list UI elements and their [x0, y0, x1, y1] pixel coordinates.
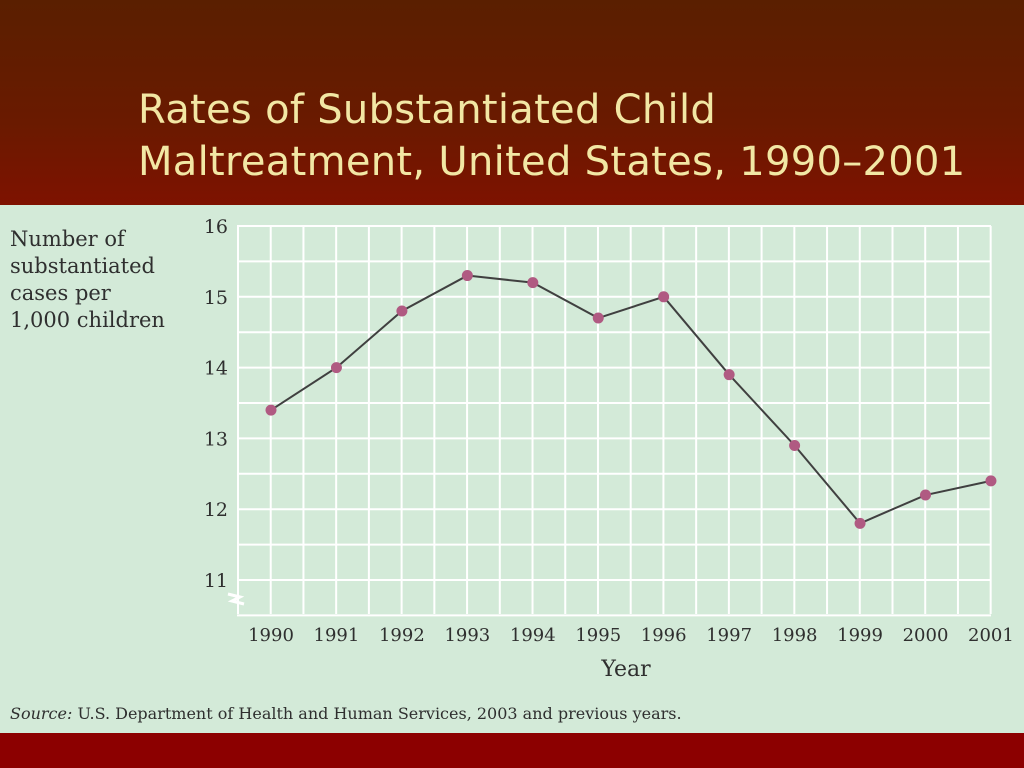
data-point [854, 517, 866, 529]
x-tick-label: 1992 [379, 625, 425, 646]
data-point [920, 489, 931, 501]
x-tick-label: 1998 [772, 625, 818, 646]
slide-title-line-2: Maltreatment, United States, 1990–2001 [138, 139, 966, 185]
series-line [270, 274, 992, 525]
y-tick-label: 15 [204, 287, 228, 309]
x-tick-label: 1991 [314, 625, 360, 646]
axis-break-mark [227, 592, 245, 606]
x-tick-label: 2000 [903, 625, 949, 646]
chart-panel [0, 205, 1024, 733]
data-point [723, 369, 735, 381]
y-tick-label: 13 [204, 428, 228, 450]
x-tick-label: 2001 [968, 625, 1014, 646]
footer-bar [0, 733, 1024, 768]
data-point [985, 475, 997, 487]
data-point [658, 291, 670, 303]
y-tick-label: 16 [204, 216, 228, 238]
data-point [265, 404, 277, 416]
x-tick-label: 1993 [444, 625, 490, 646]
x-tick-label: 1996 [641, 625, 687, 646]
x-tick-label: 1994 [510, 625, 556, 646]
slide-title-line-1: Rates of Substantiated Child [138, 87, 717, 133]
y-tick-label: 11 [204, 570, 228, 592]
x-tick-label: 1995 [575, 625, 621, 646]
source-prefix: Source: [10, 704, 73, 723]
y-axis-label-line-1: Number of [10, 227, 125, 251]
y-axis-label-line-2: substantiated [10, 254, 155, 278]
y-axis-label: Number of substantiated cases per 1,000 … [10, 226, 165, 334]
x-tick-label: 1990 [248, 625, 294, 646]
data-point [461, 270, 473, 282]
title-bar [0, 0, 1024, 205]
data-point [789, 439, 801, 451]
source-text: U.S. Department of Health and Human Serv… [77, 704, 682, 723]
x-axis-label: Year [601, 657, 651, 682]
data-point [396, 305, 408, 317]
slide-title: Rates of Substantiated Child Maltreatmen… [138, 84, 966, 188]
data-point [592, 312, 604, 324]
x-tick-label: 1997 [706, 625, 752, 646]
data-point [527, 277, 539, 289]
y-axis-label-line-3: cases per [10, 281, 111, 305]
data-point [330, 362, 342, 374]
x-tick-label: 1999 [837, 625, 883, 646]
line-chart: 11 12 13 14 15 16 1990 1991 1992 1993 1994 1995 1996… [204, 216, 1014, 646]
y-tick-label: 14 [204, 358, 228, 380]
y-axis-label-line-4: 1,000 children [10, 308, 165, 332]
y-tick-label: 12 [204, 499, 228, 521]
source-note: Source: U.S. Department of Health and Hu… [10, 704, 682, 723]
